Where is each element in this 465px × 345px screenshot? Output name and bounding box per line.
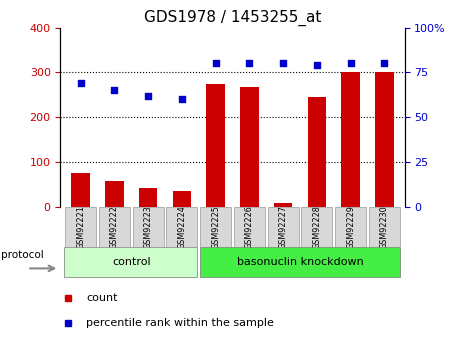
Bar — [274, 203, 292, 207]
Bar — [64, 247, 198, 277]
Point — [145, 93, 152, 99]
Text: control: control — [112, 257, 151, 267]
Point — [212, 61, 219, 66]
Text: count: count — [86, 293, 118, 303]
Bar — [369, 207, 400, 247]
Bar — [166, 207, 198, 247]
Bar — [99, 207, 130, 247]
Bar — [375, 72, 393, 207]
Point — [77, 80, 85, 86]
Bar — [341, 72, 360, 207]
Point — [380, 61, 388, 66]
Bar — [267, 207, 299, 247]
Point — [313, 62, 320, 68]
Text: protocol: protocol — [1, 250, 44, 260]
Bar — [139, 188, 158, 207]
Bar — [200, 207, 231, 247]
Text: GSM92229: GSM92229 — [346, 205, 355, 249]
Bar — [240, 87, 259, 207]
Text: GSM92224: GSM92224 — [177, 205, 186, 249]
Bar — [173, 191, 191, 207]
Text: GSM92223: GSM92223 — [144, 205, 153, 249]
Point — [246, 61, 253, 66]
Point — [111, 88, 118, 93]
Text: GSM92227: GSM92227 — [279, 205, 288, 249]
Bar — [234, 207, 265, 247]
Text: GSM92230: GSM92230 — [380, 205, 389, 249]
Bar — [200, 247, 400, 277]
Text: GSM92225: GSM92225 — [211, 205, 220, 249]
Bar — [206, 83, 225, 207]
Text: GSM92226: GSM92226 — [245, 205, 254, 249]
Text: GSM92222: GSM92222 — [110, 205, 119, 249]
Text: basonuclin knockdown: basonuclin knockdown — [237, 257, 363, 267]
Point — [347, 61, 354, 66]
Bar — [133, 207, 164, 247]
Text: GSM92221: GSM92221 — [76, 205, 85, 249]
Bar — [105, 181, 124, 207]
Bar — [335, 207, 366, 247]
Point — [279, 61, 287, 66]
Bar — [65, 207, 96, 247]
Text: percentile rank within the sample: percentile rank within the sample — [86, 318, 274, 328]
Bar — [307, 97, 326, 207]
Text: GSM92228: GSM92228 — [312, 205, 321, 249]
Bar — [72, 173, 90, 207]
Bar — [301, 207, 332, 247]
Title: GDS1978 / 1453255_at: GDS1978 / 1453255_at — [144, 10, 321, 26]
Point — [178, 97, 186, 102]
